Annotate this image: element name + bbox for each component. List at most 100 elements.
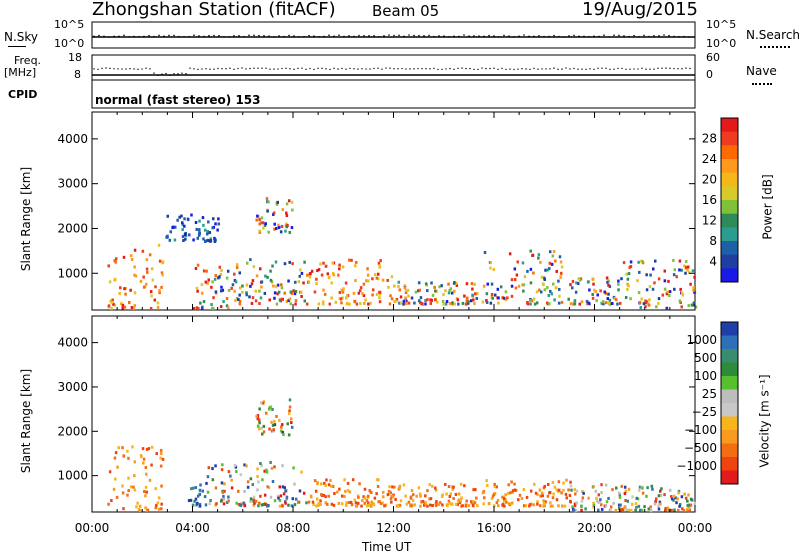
- echo-cell: [354, 279, 357, 283]
- nsearch-point: [213, 34, 215, 37]
- echo-cell: [250, 282, 254, 286]
- echo-cell: [281, 464, 284, 468]
- echo-cell: [521, 283, 524, 287]
- echo-cell: [323, 481, 326, 485]
- echo-cell: [133, 273, 136, 277]
- nave-point: [117, 68, 119, 70]
- echo-cell: [133, 488, 137, 492]
- echo-cell: [273, 423, 277, 427]
- echo-cell: [390, 275, 394, 279]
- echo-cell: [268, 406, 272, 410]
- echo-cell: [234, 465, 238, 469]
- echo-cell: [643, 505, 646, 509]
- echo-cell: [348, 490, 352, 494]
- echo-cell: [273, 296, 276, 300]
- echo-cell: [595, 499, 599, 503]
- nsearch-point: [518, 35, 520, 38]
- nsearch-point: [503, 34, 505, 37]
- echo-cell: [504, 290, 508, 294]
- echo-cell: [277, 223, 280, 227]
- echo-cell: [565, 496, 568, 500]
- echo-cell: [453, 289, 456, 293]
- nave-point: [121, 68, 123, 70]
- echo-cell: [340, 288, 344, 292]
- echo-cell: [246, 480, 250, 484]
- echo-cell: [493, 491, 497, 495]
- echo-cell: [271, 480, 275, 484]
- echo-cell: [513, 482, 516, 486]
- nave-point: [161, 73, 163, 75]
- echo-cell: [580, 508, 583, 512]
- echo-cell: [107, 264, 110, 268]
- echo-cell: [145, 258, 149, 262]
- echo-cell: [237, 298, 240, 302]
- echo-cell: [280, 425, 283, 429]
- echo-cell: [673, 494, 676, 498]
- echo-cell: [413, 301, 416, 305]
- echo-cell: [537, 253, 541, 257]
- echo-cell: [429, 497, 433, 501]
- echo-cell: [330, 502, 334, 506]
- echo-cell: [290, 504, 294, 508]
- echo-cell: [319, 482, 323, 486]
- echo-cell: [222, 497, 226, 501]
- echo-cell: [290, 200, 294, 204]
- echo-cell: [114, 260, 117, 264]
- echo-cell: [214, 274, 218, 278]
- echo-cell: [653, 281, 656, 285]
- nsearch-point: [303, 35, 305, 38]
- echo-cell: [659, 502, 662, 506]
- echo-cell: [504, 493, 507, 497]
- echo-cell: [390, 297, 394, 301]
- echo-cell: [476, 504, 479, 508]
- echo-cell: [227, 470, 231, 474]
- echo-cell: [536, 500, 539, 504]
- nsearch-point: [308, 34, 310, 37]
- echo-cell: [258, 222, 261, 226]
- echo-cell: [268, 427, 271, 431]
- nsearch-point: [288, 34, 290, 37]
- echo-cell: [442, 302, 445, 306]
- echo-cell: [640, 297, 643, 301]
- echo-cell: [645, 494, 648, 498]
- echo-cell: [220, 481, 224, 485]
- echo-cell: [123, 305, 127, 309]
- nsearch-point: [118, 35, 120, 38]
- echo-cell: [326, 272, 330, 276]
- echo-cell: [259, 461, 262, 465]
- nsearch-point: [208, 34, 210, 37]
- echo-cell: [300, 470, 303, 474]
- echo-cell: [638, 485, 642, 489]
- nave-point: [417, 67, 419, 70]
- nsearch-point: [318, 35, 320, 38]
- echo-cell: [157, 507, 161, 511]
- echo-cell: [260, 280, 264, 284]
- echo-cell: [490, 282, 494, 286]
- echo-cell: [688, 509, 691, 513]
- echo-cell: [269, 460, 272, 464]
- echo-cell: [204, 239, 207, 243]
- echo-cell: [659, 493, 663, 497]
- echo-cell: [261, 478, 264, 482]
- echo-cell: [510, 278, 514, 282]
- echo-cell: [285, 299, 289, 303]
- echo-cell: [153, 298, 157, 302]
- nave-point: [485, 67, 487, 70]
- echo-cell: [591, 296, 595, 300]
- echo-cell: [370, 490, 373, 494]
- nsearch-point: [408, 34, 410, 36]
- echo-cell: [526, 301, 529, 305]
- echo-cell: [337, 501, 341, 505]
- echo-cell: [341, 265, 345, 269]
- echo-cell: [397, 284, 400, 288]
- echo-cell: [471, 501, 474, 505]
- echo-cell: [489, 266, 492, 270]
- echo-cell: [198, 219, 201, 223]
- freq-tick-bottom: 8: [74, 68, 81, 81]
- echo-cell: [133, 460, 136, 464]
- echo-cell: [472, 500, 475, 504]
- echo-cell: [657, 277, 661, 281]
- echo-cell: [673, 287, 676, 291]
- echo-cell: [289, 302, 292, 306]
- echo-cell: [551, 504, 554, 508]
